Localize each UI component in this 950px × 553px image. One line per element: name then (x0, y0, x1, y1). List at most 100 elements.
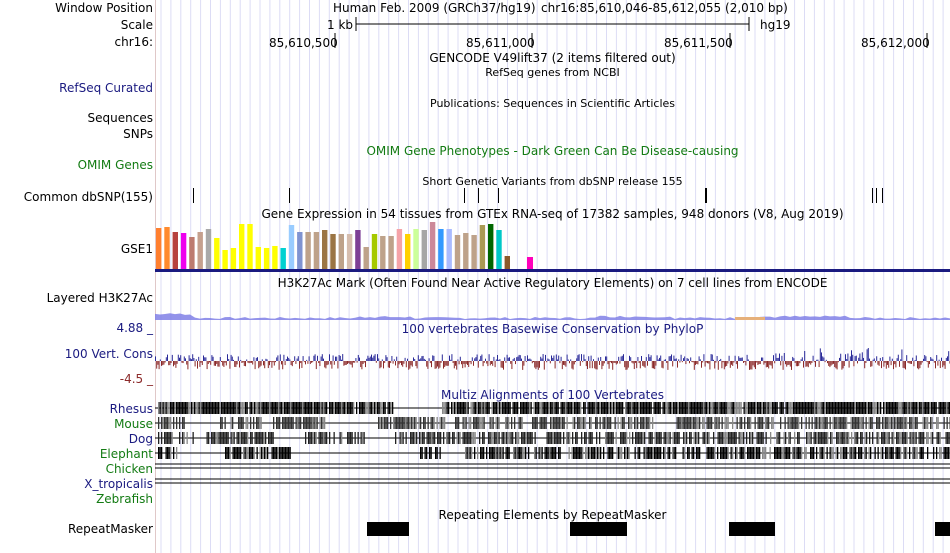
species-label-elephant[interactable]: Elephant (99, 447, 153, 461)
cons-neg-bar (348, 361, 350, 364)
species-label-dog[interactable]: Dog (128, 432, 153, 446)
cons-pos-bar (804, 351, 806, 361)
species-label-mouse[interactable]: Mouse (114, 417, 153, 431)
alignment-block (231, 402, 233, 414)
cons-neg-bar (799, 361, 801, 364)
alignment-block (238, 447, 240, 459)
alignment-block (464, 432, 466, 444)
alignment-block (188, 402, 190, 414)
alignment-block (245, 417, 247, 429)
alignment-block (545, 402, 547, 414)
alignment-block (904, 402, 906, 414)
track-image-area[interactable] (155, 0, 950, 553)
alignment-block (900, 417, 902, 429)
alignment-block (576, 432, 578, 444)
alignment-block (768, 417, 770, 429)
track-label-gtex[interactable]: GSE1 (120, 242, 153, 256)
alignment-block (596, 432, 598, 444)
alignment-block (697, 417, 699, 429)
cons-neg-bar (689, 361, 690, 364)
alignment-block (402, 432, 404, 444)
alignment-block (232, 447, 234, 459)
alignment-block (798, 447, 800, 459)
alignment-block (311, 402, 313, 414)
alignment-block (365, 402, 367, 414)
alignment-block (689, 402, 691, 414)
track-label-conservation[interactable]: 100 Vert. Cons (64, 347, 153, 361)
gtex-bar (488, 224, 494, 269)
alignment-block (271, 447, 273, 459)
alignment-block (203, 402, 205, 414)
species-label-zebrafish[interactable]: Zebrafish (96, 492, 153, 506)
cons-pos-bar (499, 359, 501, 361)
alignment-block (291, 402, 293, 414)
alignment-block (762, 417, 764, 429)
track-label-omim[interactable]: OMIM Genes (77, 158, 153, 172)
alignment-block (690, 417, 692, 429)
alignment-block (170, 417, 172, 429)
alignment-block (892, 402, 894, 414)
track-label-h3k27ac[interactable]: Layered H3K27Ac (46, 291, 153, 305)
alignment-block (693, 432, 695, 444)
alignment-block (838, 402, 840, 414)
alignment-block (289, 447, 291, 459)
alignment-block (654, 432, 656, 444)
alignment-block (748, 417, 750, 429)
cons-neg-bar (164, 361, 166, 363)
cons-neg-bar (271, 361, 273, 368)
species-label-xtropicalis[interactable]: X_tropicalis (84, 477, 153, 491)
cons-neg-bar (464, 361, 466, 368)
scale-label: Scale (120, 18, 153, 32)
cons-pos-bar (847, 353, 849, 361)
cons-neg-bar (662, 361, 664, 369)
cons-neg-bar (613, 361, 615, 363)
cons-neg-bar (470, 361, 472, 365)
cons-pos-bar (433, 355, 435, 361)
cons-pos-bar (741, 357, 743, 361)
alignment-block (680, 402, 682, 414)
alignment-block (684, 447, 686, 459)
cons-pos-bar (801, 357, 803, 361)
alignment-block (783, 432, 785, 444)
alignment-block (247, 432, 249, 444)
alignment-block (840, 432, 842, 444)
alignment-block (315, 432, 317, 444)
alignment-block (251, 432, 253, 444)
alignment-block (750, 432, 752, 444)
cons-neg-bar (696, 361, 698, 364)
track-label-snps[interactable]: SNPs (123, 127, 153, 141)
alignment-block (629, 432, 631, 444)
cons-pos-bar (738, 356, 740, 361)
alignment-block (464, 417, 466, 429)
alignment-block (596, 417, 598, 429)
cons-min-value: -4.5 _ (119, 372, 153, 386)
alignment-block (257, 417, 259, 429)
cons-pos-bar (497, 355, 498, 361)
cons-neg-bar (887, 361, 888, 365)
track-label-dbsnp[interactable]: Common dbSNP(155) (23, 190, 153, 204)
cons-pos-bar (901, 349, 903, 361)
alignment-block (883, 402, 885, 414)
gtex-bar (454, 235, 461, 269)
species-label-chicken[interactable]: Chicken (105, 462, 153, 476)
alignment-block (743, 402, 745, 414)
track-label-repeatmasker[interactable]: RepeatMasker (67, 522, 153, 536)
alignment-block (888, 432, 890, 444)
alignment-block (525, 447, 527, 459)
alignment-block (788, 402, 790, 414)
cons-neg-bar (905, 361, 906, 370)
alignment-block (829, 447, 831, 459)
alignment-block (515, 432, 517, 444)
alignment-block (322, 417, 324, 429)
alignment-block (477, 417, 479, 429)
species-label-rhesus[interactable]: Rhesus (109, 402, 153, 416)
alignment-block (946, 417, 948, 429)
alignment-block (213, 402, 215, 414)
alignment-block (791, 402, 793, 414)
track-graphics[interactable] (155, 0, 950, 553)
alignment-block (224, 402, 226, 414)
cons-neg-bar (572, 361, 574, 370)
cons-neg-bar (614, 361, 616, 363)
track-label-sequences[interactable]: Sequences (87, 111, 153, 125)
track-label-refseq[interactable]: RefSeq Curated (59, 81, 153, 95)
